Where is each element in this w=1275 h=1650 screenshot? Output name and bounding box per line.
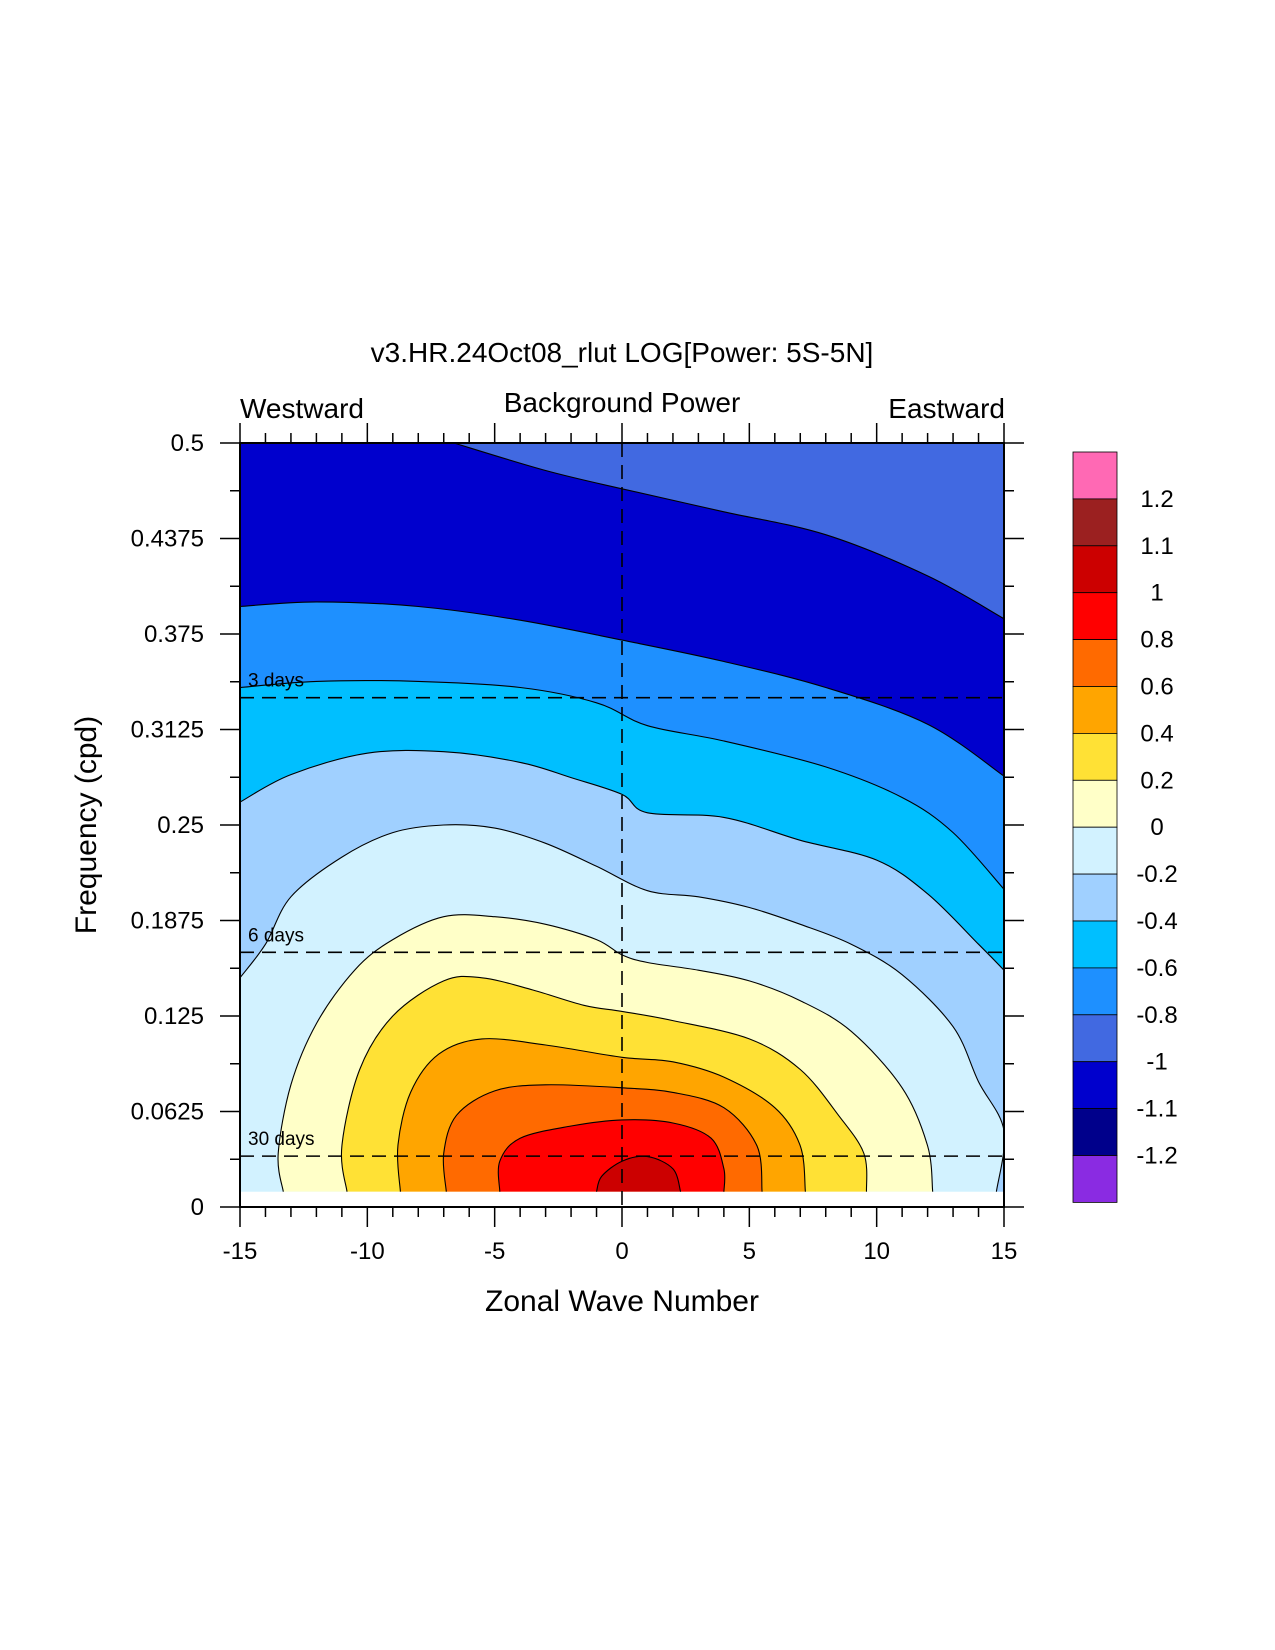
contour-line (240, 680, 1004, 890)
colorbar-swatch (1072, 873, 1118, 922)
colorbar-label: 1.1 (1140, 533, 1173, 560)
x-tick-label: 0 (615, 1238, 628, 1265)
chart-title: v3.HR.24Oct08_rlut LOG[Power: 5S-5N] (371, 337, 874, 368)
contour-line (277, 914, 934, 1192)
colorbar-swatch (1072, 1014, 1118, 1063)
x-axis: -15 -10 -5 0 5 10 15 (223, 423, 1018, 1265)
colorbar-swatch (1072, 1155, 1118, 1203)
y-tick-label: 0.1875 (131, 908, 204, 935)
contour-line (240, 824, 1004, 1192)
colorbar-label: -0.4 (1136, 908, 1177, 935)
colorbar-label: 0.6 (1140, 674, 1173, 701)
colorbar-swatch (1072, 1108, 1118, 1156)
colorbar-swatch (1072, 592, 1118, 641)
plot-area (240, 443, 1004, 1207)
eastward-label: Eastward (888, 393, 1005, 424)
colorbar-swatch (1072, 1061, 1118, 1109)
colorbar-label: -0.6 (1136, 955, 1177, 982)
y-tick-label: 0.125 (144, 1003, 204, 1030)
colorbar-label: 0.8 (1140, 627, 1173, 654)
colorbar-swatch (1072, 920, 1118, 969)
contour-line (595, 1155, 682, 1192)
contour-line (340, 975, 868, 1192)
y-tick-label: 0.375 (144, 621, 204, 648)
y-axis-label: Frequency (cpd) (70, 716, 103, 934)
period-label: 6 days (248, 925, 304, 946)
colorbar-swatch (1072, 498, 1118, 547)
y-tick-label: 0.4375 (131, 526, 204, 553)
colorbar-swatch (1072, 545, 1118, 594)
colorbar-swatch (1072, 451, 1118, 500)
x-tick-label: 10 (863, 1238, 890, 1265)
colorbar-label: 1.2 (1140, 486, 1173, 513)
colorbar-label: -0.2 (1136, 861, 1177, 888)
y-axis: 0 0.0625 0.125 0.1875 0.25 0.3125 0.375 0.4375 0… (131, 430, 1024, 1221)
y-tick-label: 0.5 (171, 430, 204, 457)
reference-lines (240, 443, 1004, 1207)
x-tick-label: -5 (484, 1238, 505, 1265)
colorbar-swatch (1072, 733, 1118, 781)
colorbar-swatch (1072, 967, 1118, 1016)
contour-fill (453, 443, 1004, 619)
colorbar-label: -1.2 (1136, 1143, 1177, 1170)
colorbar-swatch (1072, 779, 1118, 828)
x-tick-label: 15 (991, 1238, 1018, 1265)
colorbar-label: -0.8 (1136, 1002, 1177, 1029)
colorbar-label: 0.4 (1140, 720, 1173, 747)
period-label: 3 days (248, 671, 304, 692)
y-tick-label: 0.25 (157, 812, 204, 839)
x-tick-label: 5 (743, 1238, 756, 1265)
contour-line (240, 749, 1004, 971)
contour-lines (240, 443, 1004, 1192)
period-label: 30 days (248, 1129, 315, 1150)
colorbar-label: -1.1 (1136, 1096, 1177, 1123)
y-tick-label: 0 (191, 1194, 204, 1221)
colorbar-label: -1 (1146, 1049, 1167, 1076)
colorbar: 1.2 1.1 1 0.8 0.6 0.4 0.2 0 -0.2 -0.4 -0.6 -0.8 -1 -1… (1072, 451, 1178, 1203)
x-tick-label: -15 (223, 1238, 258, 1265)
x-tick-label: -10 (350, 1238, 385, 1265)
chart-subtitle: Background Power (504, 387, 741, 418)
contour-fill (596, 1156, 681, 1192)
contour-line (442, 1084, 763, 1192)
contour-line (497, 1119, 726, 1192)
contour-line (396, 1038, 806, 1192)
colorbar-label: 0.2 (1140, 767, 1173, 794)
contour-line (240, 601, 1004, 777)
colorbar-swatch (1072, 686, 1118, 734)
y-tick-label: 0.0625 (131, 1099, 204, 1126)
colorbar-swatch (1072, 639, 1118, 687)
contour-line (453, 443, 1004, 620)
y-tick-label: 0.3125 (131, 717, 204, 744)
period-labels: 3 days 6 days 30 days (248, 671, 315, 1150)
colorbar-label: 0 (1150, 814, 1163, 841)
westward-label: Westward (240, 393, 364, 424)
x-axis-label: Zonal Wave Number (485, 1285, 759, 1318)
colorbar-label: 1 (1150, 580, 1163, 607)
colorbar-swatch (1072, 826, 1118, 875)
